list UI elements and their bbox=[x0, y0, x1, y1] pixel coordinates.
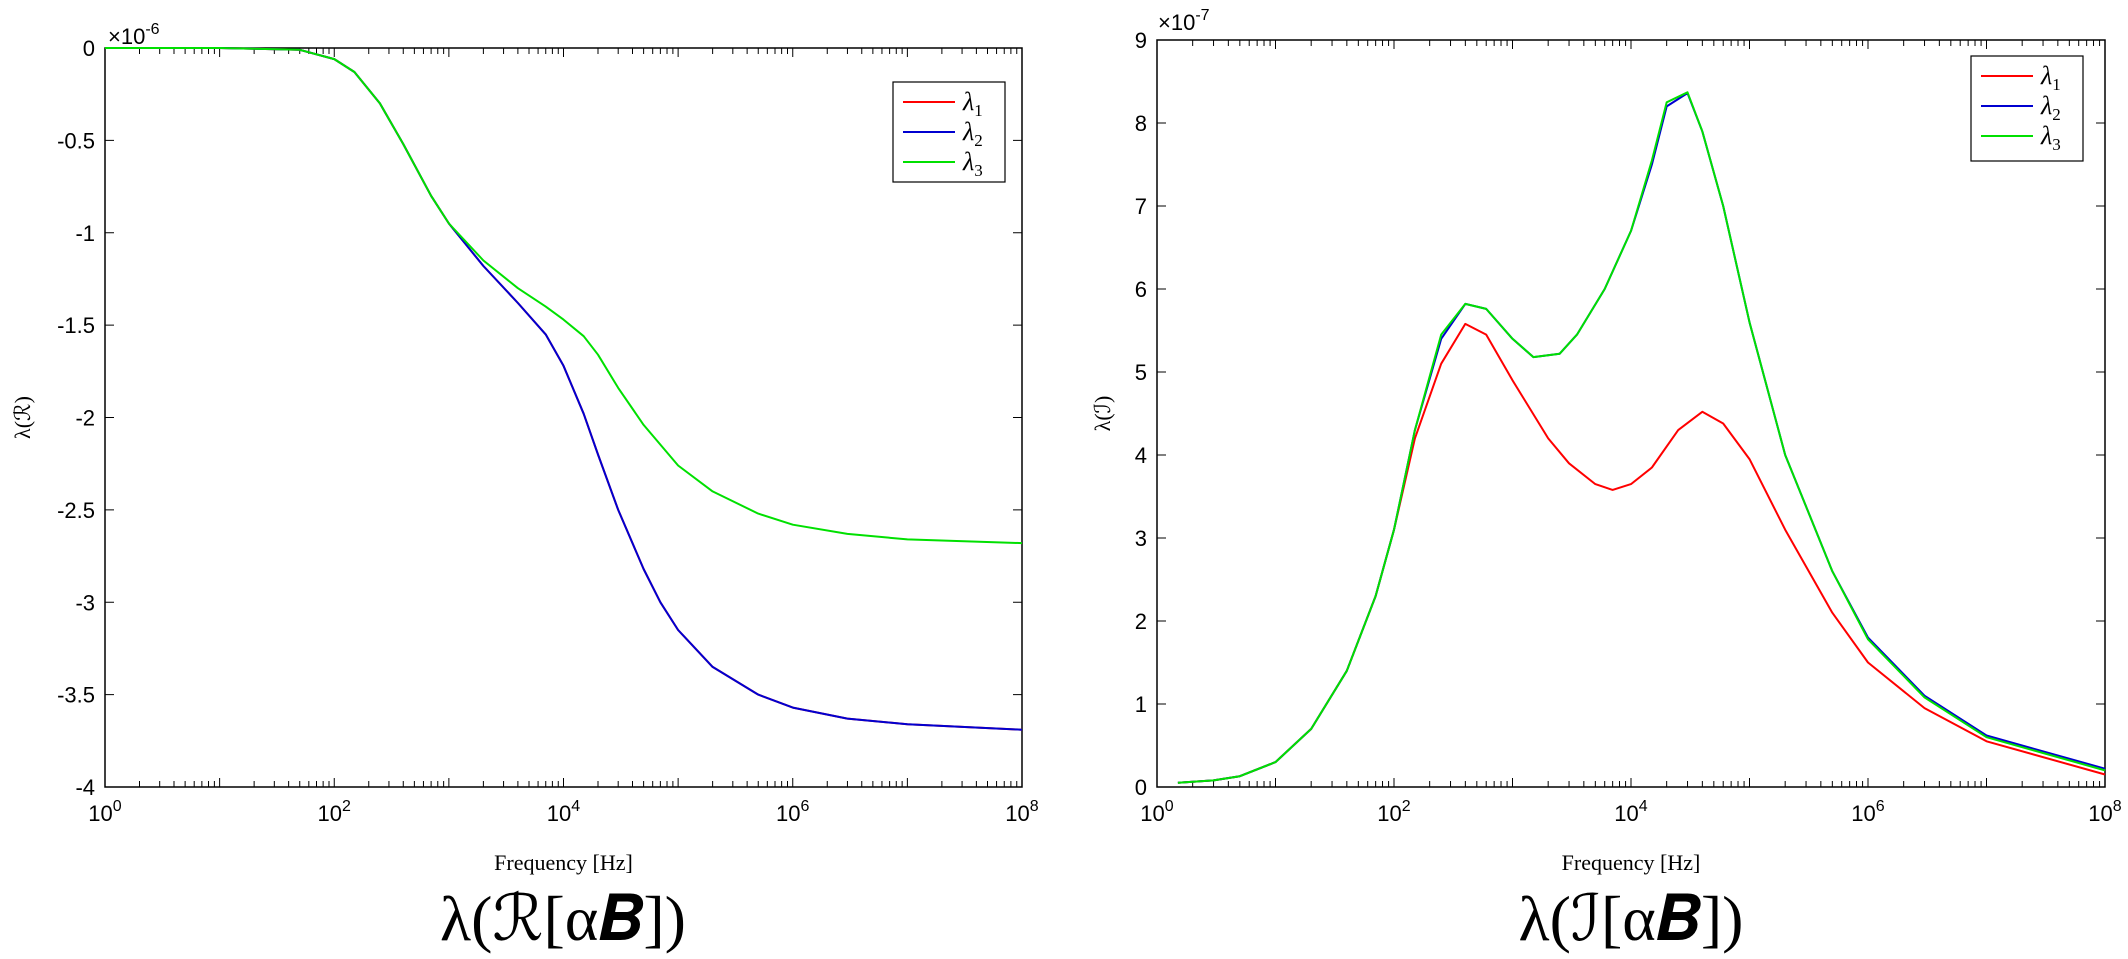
y-tick-label: 6 bbox=[1135, 277, 1147, 302]
y-axis-label: λ(ℐ) bbox=[1090, 396, 1115, 432]
y-tick-label: -0.5 bbox=[57, 128, 95, 153]
x-tick-label: 100 bbox=[1140, 798, 1173, 826]
y-tick-label: 2 bbox=[1135, 609, 1147, 634]
y-tick-label: 8 bbox=[1135, 111, 1147, 136]
x-axis-label: Frequency [Hz] bbox=[1562, 850, 1701, 875]
legend-label: λ2 bbox=[962, 117, 983, 150]
left-chart-panel: 100 102 104 106 108 0 -0.5 -1 -1.5 -2 -2.5 -3 -3.5 -4… bbox=[10, 21, 1039, 954]
y-multiplier: ×10-7 bbox=[1158, 7, 1210, 35]
y-tick-label: -1.5 bbox=[57, 313, 95, 338]
x-tick-label: 100 bbox=[88, 798, 121, 826]
series-line-λ3 bbox=[105, 47, 1023, 545]
y-tick-label: -3 bbox=[75, 590, 95, 615]
series-line-λ3 bbox=[1177, 91, 2106, 784]
y-tick-label: 0 bbox=[1135, 775, 1147, 800]
y-tick-label: 1 bbox=[1135, 692, 1147, 717]
x-tick-label: 104 bbox=[1614, 798, 1647, 826]
right-chart-panel: 100 102 104 106 108 0 1 2 3 4 5 6 7 8 9 ×10-7 Frequency … bbox=[1090, 7, 2122, 954]
x-tick-label: 108 bbox=[1005, 798, 1038, 826]
y-tick-label: 9 bbox=[1135, 28, 1147, 53]
y-tick-label: -2 bbox=[75, 406, 95, 431]
y-tick-label: 3 bbox=[1135, 526, 1147, 551]
x-tick-label: 106 bbox=[1851, 798, 1884, 826]
x-tick-label: 102 bbox=[318, 798, 351, 826]
legend-label: λ1 bbox=[2040, 61, 2061, 94]
chart-caption: λ(ℛ[α𝑩]) bbox=[440, 883, 686, 954]
legend-label: λ2 bbox=[2040, 91, 2061, 124]
legend-label: λ3 bbox=[962, 147, 983, 180]
plot-area bbox=[1156, 39, 2106, 788]
y-tick-label: 4 bbox=[1135, 443, 1147, 468]
legend-label: λ1 bbox=[962, 87, 983, 120]
y-axis-label: λ(ℛ) bbox=[10, 396, 35, 439]
x-tick-label: 108 bbox=[2088, 798, 2121, 826]
y-tick-label: -2.5 bbox=[57, 498, 95, 523]
y-tick-label: 5 bbox=[1135, 360, 1147, 385]
legend-box bbox=[1970, 55, 2084, 162]
y-multiplier: ×10-6 bbox=[108, 21, 160, 49]
y-tick-label: 7 bbox=[1135, 194, 1147, 219]
y-tick-label: -1 bbox=[75, 221, 95, 246]
plot-area bbox=[104, 47, 1023, 788]
y-tick-label: 0 bbox=[83, 36, 95, 61]
legend-label: λ3 bbox=[2040, 121, 2061, 154]
x-tick-label: 102 bbox=[1377, 798, 1410, 826]
chart-caption: λ(ℐ[α𝑩]) bbox=[1519, 883, 1744, 954]
x-tick-label: 104 bbox=[547, 798, 580, 826]
y-tick-label: -3.5 bbox=[57, 683, 95, 708]
y-tick-label: -4 bbox=[75, 775, 95, 800]
x-tick-label: 106 bbox=[776, 798, 809, 826]
x-axis-label: Frequency [Hz] bbox=[494, 850, 633, 875]
